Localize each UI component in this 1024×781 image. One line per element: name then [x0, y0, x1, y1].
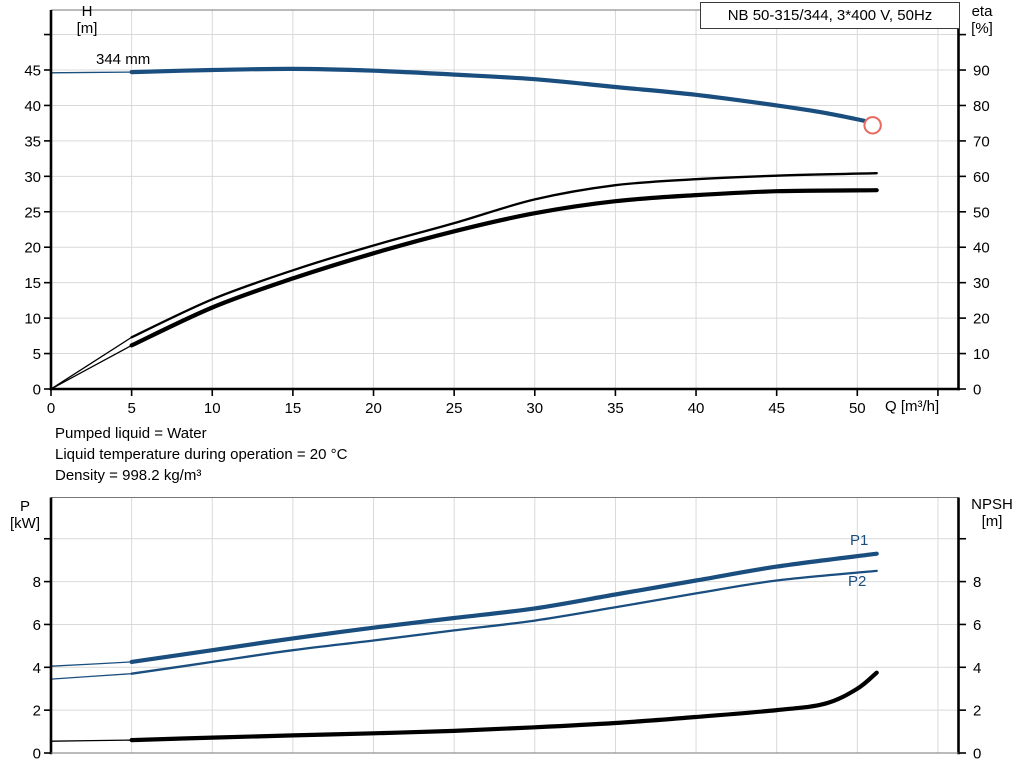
eta-curve-lower	[129, 188, 879, 348]
eta-axis-title: eta [%]	[960, 3, 1004, 37]
eta-axis-label: eta	[971, 3, 993, 20]
tick-label: 60	[973, 169, 990, 186]
tick-label: 90	[973, 63, 990, 80]
head-curve-344mm	[129, 66, 866, 123]
h-axis-unit: [m]	[76, 20, 98, 37]
info-line-density: Density = 998.2 kg/m³	[55, 467, 202, 484]
tick-label: 20	[365, 400, 382, 417]
npsh-axis-label: NPSH	[971, 496, 1013, 513]
tick-label: 30	[24, 169, 41, 186]
tick-label: 20	[24, 240, 41, 257]
eta-curve-upper-lead	[50, 336, 133, 390]
impeller-size-label: 344 mm	[96, 51, 151, 68]
eta-axis-unit: [%]	[971, 20, 993, 37]
tick-label: 0	[33, 746, 41, 763]
liquid-info: Pumped liquid = Water Liquid temperature…	[55, 423, 347, 486]
p-axis-unit: [kW]	[10, 515, 40, 532]
tick-label: 45	[24, 62, 41, 79]
tick-label: 4	[33, 660, 41, 677]
tick-label: 6	[33, 617, 41, 634]
tick-label: 2	[973, 703, 981, 720]
tick-label: 30	[526, 400, 543, 417]
tick-label: 20	[973, 311, 990, 328]
npsh-curve	[129, 670, 879, 743]
tick-label: 70	[973, 133, 990, 150]
tick-label: 2	[33, 703, 41, 720]
tick-label: 35	[607, 400, 624, 417]
tick-label: 10	[24, 311, 41, 328]
tick-label: 0	[33, 382, 41, 399]
head-efficiency-chart: 0 5 10 15 20 25 30 35 40 45 0 10 20 30 40 50 60 70 80 90 0 5 1…	[24, 9, 990, 417]
tick-label: 25	[24, 204, 41, 221]
info-line-pumped-liquid: Pumped liquid = Water	[55, 425, 207, 442]
p2-curve	[130, 569, 878, 675]
pump-title-box: NB 50-315/344, 3*400 V, 50Hz	[700, 2, 960, 29]
tick-label: 8	[973, 574, 981, 591]
tick-label: 15	[24, 275, 41, 292]
p-axis-title: P [kW]	[2, 498, 48, 532]
p2-curve-lead	[50, 673, 133, 680]
tick-label: 10	[204, 400, 221, 417]
tick-label: 4	[973, 660, 981, 677]
tick-label: 0	[973, 382, 981, 399]
eta-curve-upper	[130, 172, 878, 339]
p-axis-label: P	[19, 498, 30, 515]
tick-label: 0	[973, 746, 981, 763]
tick-label: 5	[33, 346, 41, 363]
power-npsh-chart: 0 2 4 6 8 0 2 4 6 8	[33, 497, 981, 763]
npsh-axis-unit: [m]	[981, 513, 1003, 530]
tick-label: 10	[973, 346, 990, 363]
tick-label: 50	[973, 204, 990, 221]
tick-label: 50	[849, 400, 866, 417]
tick-label: 6	[973, 617, 981, 634]
head-curve-344mm-lead	[50, 71, 133, 74]
tick-label: 45	[768, 400, 785, 417]
tick-label: 80	[973, 98, 990, 115]
tick-label: 30	[973, 275, 990, 292]
npsh-axis-title: NPSH [m]	[961, 496, 1023, 530]
duty-point-marker	[863, 116, 882, 135]
tick-label: 35	[24, 133, 41, 150]
p1-curve-lead	[50, 661, 133, 667]
h-axis-label: H	[81, 3, 93, 20]
p1-curve-label: P1	[850, 532, 869, 549]
npsh-curve-lead	[50, 739, 133, 742]
q-axis-title: Q [m³/h]	[885, 398, 940, 415]
p1-curve	[129, 551, 879, 664]
eta-curve-lower-lead	[50, 344, 133, 390]
tick-label: 0	[47, 400, 55, 417]
tick-label: 40	[24, 98, 41, 115]
tick-label: 8	[33, 574, 41, 591]
tick-label: 25	[446, 400, 463, 417]
info-line-temperature: Liquid temperature during operation = 20…	[55, 446, 348, 463]
tick-label: 15	[285, 400, 302, 417]
p2-curve-label: P2	[848, 573, 867, 590]
tick-label: 40	[973, 240, 990, 257]
tick-label: 5	[127, 400, 135, 417]
tick-label: 40	[688, 400, 705, 417]
h-axis-title: H [m]	[68, 3, 106, 37]
